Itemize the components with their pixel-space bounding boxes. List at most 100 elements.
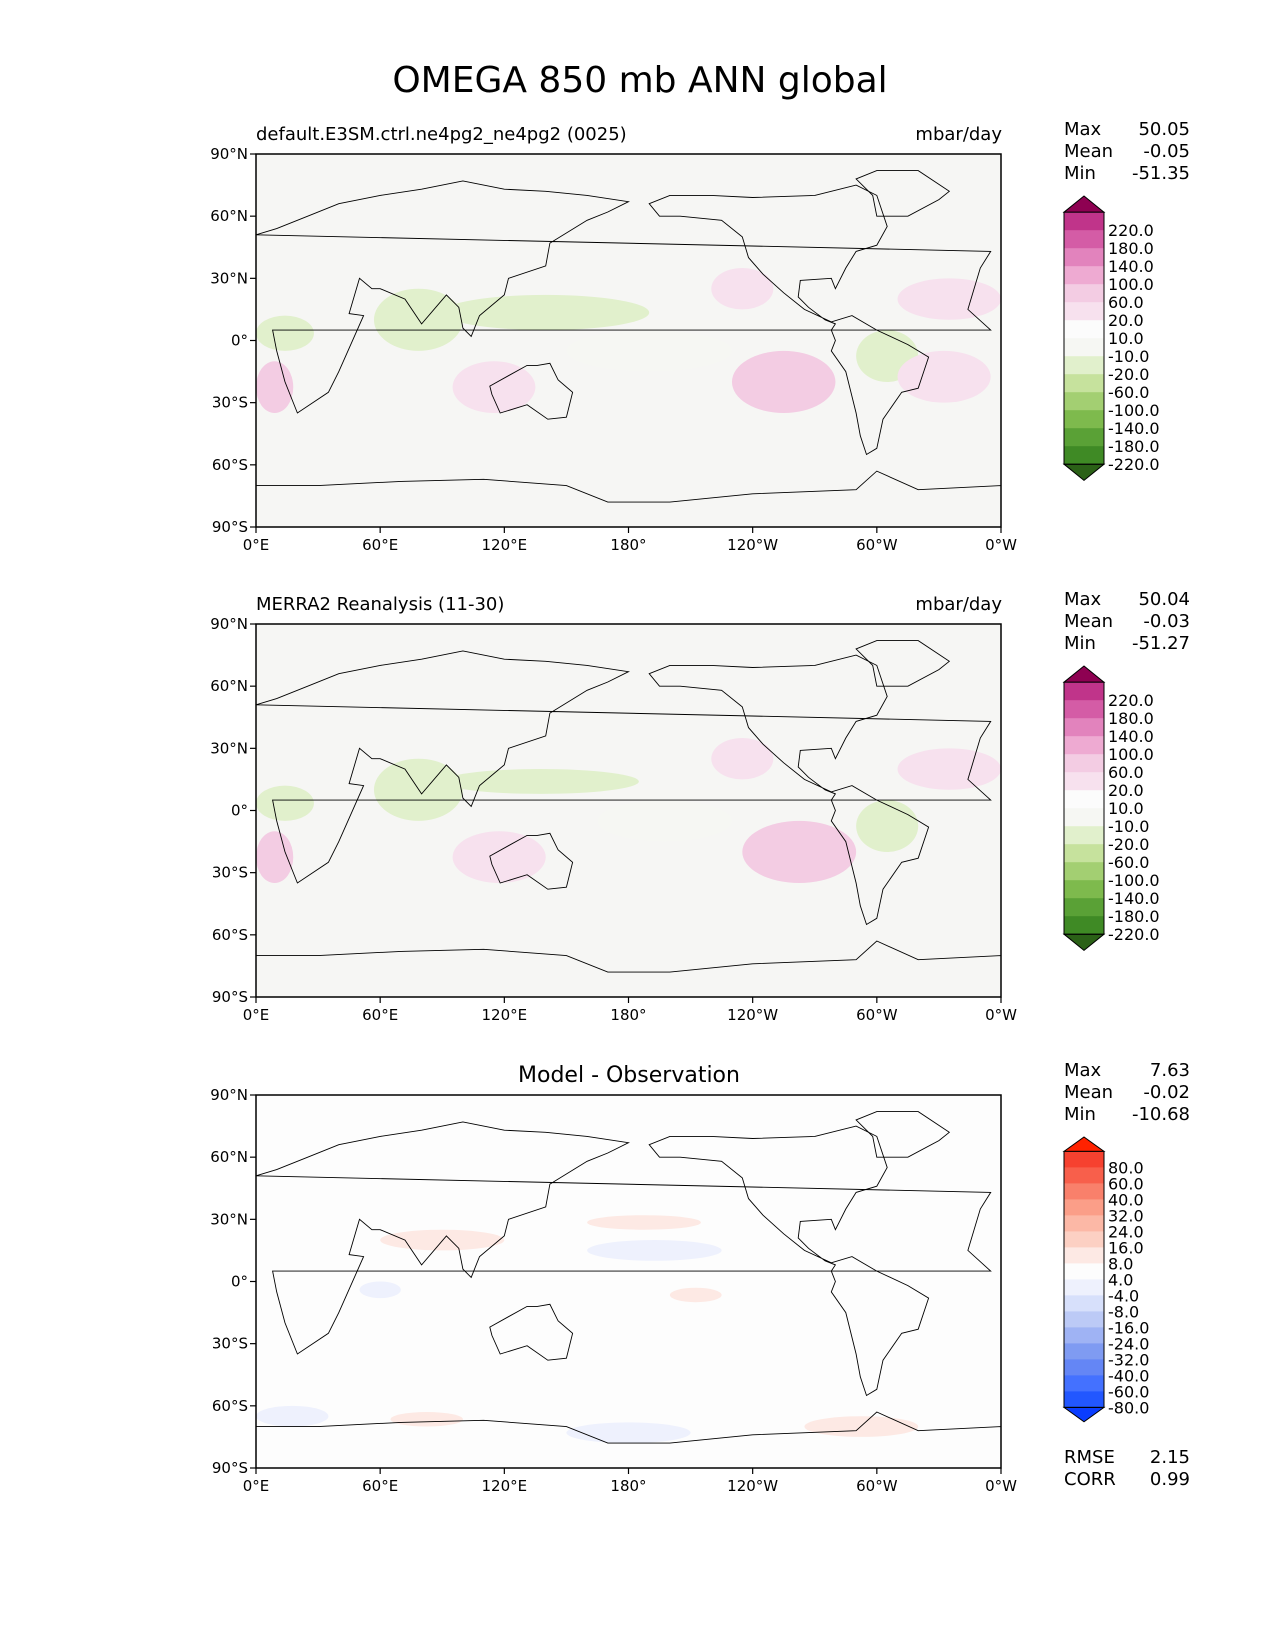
colorbar-segment <box>1064 1263 1104 1280</box>
y-tick-label: 30°S <box>212 1335 248 1353</box>
contour-region <box>566 330 732 372</box>
contour-region <box>256 1405 329 1427</box>
metric-value: 0.99 <box>1150 1469 1190 1490</box>
colorbar-segment <box>1064 808 1104 827</box>
y-tick-label: 0° <box>231 1273 248 1291</box>
contour-region <box>731 350 836 414</box>
x-tick-label: 180° <box>610 1006 646 1024</box>
colorbar-extend-max <box>1062 1136 1106 1152</box>
colorbar-tick-label: -180.0 <box>1108 907 1160 926</box>
y-tick-label: 90°N <box>210 145 248 163</box>
colorbar-tick-label: -60.0 <box>1108 383 1149 402</box>
colorbar-tick-label: 80.0 <box>1108 1158 1144 1177</box>
contour-region <box>256 831 294 884</box>
contour-region <box>856 800 919 852</box>
colorbar-segment <box>1064 1343 1104 1360</box>
colorbar-tick-label: 220.0 <box>1108 691 1154 710</box>
y-tick-label: 60°S <box>212 456 248 474</box>
colorbar-tick-label: -60.0 <box>1108 853 1149 872</box>
colorbar-segment <box>1064 844 1104 863</box>
x-tick-label: 60°E <box>362 1006 398 1024</box>
colorbar-segment <box>1064 320 1104 339</box>
y-tick-label: 90°N <box>210 1086 248 1104</box>
panel-diff-title: Model - Observation <box>518 1063 740 1088</box>
colorbar-segment <box>1064 898 1104 917</box>
stat-value: 50.04 <box>1138 589 1190 610</box>
contour-region <box>380 1229 505 1251</box>
colorbar-extend-max <box>1062 665 1106 683</box>
y-tick-label: 90°S <box>212 518 248 536</box>
y-tick-label: 0° <box>231 332 248 350</box>
x-tick-label: 60°W <box>856 536 898 554</box>
panel-ref-stats: Max 50.04 Mean -0.03 Min -51.27 <box>1064 589 1190 654</box>
stat-value: -51.27 <box>1132 633 1190 654</box>
panel-test-map: 0°E 60°E 120°E 180° 120°W 60°W 0°W 90°N 60°N 30°N… <box>210 145 1017 554</box>
panel-test: default.E3SM.ctrl.ne4pg2_ne4pg2 (0025) m… <box>210 119 1190 554</box>
x-tick-label: 120°E <box>482 1477 528 1495</box>
contour-region <box>390 1412 463 1427</box>
colorbar-tick-label: -10.0 <box>1108 347 1149 366</box>
contour-region <box>897 748 1002 790</box>
colorbar-segment <box>1064 1311 1104 1328</box>
contour-region <box>452 361 536 414</box>
y-tick-label: 0° <box>231 802 248 820</box>
colorbar-segment <box>1064 212 1104 231</box>
colorbar-tick-label: 24.0 <box>1108 1222 1144 1241</box>
y-tick-label: 30°N <box>210 269 248 287</box>
colorbar-tick-label: -32.0 <box>1108 1350 1149 1369</box>
colorbar-tick-label: 180.0 <box>1108 239 1154 258</box>
stat-label: Mean <box>1064 141 1113 162</box>
stat-label: Min <box>1064 163 1096 184</box>
stat-value: -0.05 <box>1143 141 1190 162</box>
coastline <box>255 1121 992 1355</box>
panel-diff-map: 0°E 60°E 120°E 180° 120°W 60°W 0°W 90°N 60°N 30°N… <box>210 1086 1017 1495</box>
contour-region <box>711 267 774 310</box>
stat-value: 7.63 <box>1150 1060 1190 1081</box>
contour-region <box>897 350 991 403</box>
panel-diff: Model - Observation 0°E 60°E 120°E 180° 120°… <box>210 1060 1190 1495</box>
panel-test-title-left: default.E3SM.ctrl.ne4pg2_ne4pg2 (0025) <box>256 124 627 145</box>
colorbar-segment <box>1064 392 1104 411</box>
colorbar-frame <box>1063 681 1105 935</box>
y-tick-label: 30°N <box>210 739 248 757</box>
coastline <box>255 470 1002 528</box>
stat-label: Min <box>1064 1104 1096 1125</box>
colorbar-tick-label: -100.0 <box>1108 871 1160 890</box>
colorbar-extend-min <box>1062 1406 1106 1423</box>
contour-region <box>897 278 1002 320</box>
coastline <box>648 654 930 926</box>
colorbar-segment <box>1064 446 1104 465</box>
colorbar-tick-label: -20.0 <box>1108 835 1149 854</box>
colorbar-segment <box>1064 1391 1104 1408</box>
colorbar-segment <box>1064 1167 1104 1184</box>
contour-region <box>452 831 546 884</box>
panel-ref-title-left: MERRA2 Reanalysis (11-30) <box>256 594 504 615</box>
colorbar-tick-label: -140.0 <box>1108 419 1160 438</box>
contour-region <box>587 1215 701 1230</box>
stat-value: -10.68 <box>1132 1104 1190 1125</box>
coastline <box>855 640 951 687</box>
colorbar-tick-label: 32.0 <box>1108 1206 1144 1225</box>
colorbar-tick-label: -140.0 <box>1108 889 1160 908</box>
colorbar-tick-label: 10.0 <box>1108 799 1144 818</box>
colorbar-segment <box>1064 338 1104 357</box>
colorbar-segment <box>1064 700 1104 719</box>
contour-region <box>669 1287 722 1303</box>
colorbar-segment <box>1064 916 1104 935</box>
contour-region <box>256 785 314 821</box>
y-tick-label: 90°S <box>212 988 248 1006</box>
y-tick-label: 60°N <box>210 677 248 695</box>
contour-region <box>359 1281 401 1299</box>
colorbar-tick-label: -220.0 <box>1108 925 1160 944</box>
y-tick-label: 60°S <box>212 926 248 944</box>
contour-region <box>256 315 314 351</box>
stat-label: Mean <box>1064 611 1113 632</box>
contour-region <box>742 820 857 884</box>
colorbar-segment <box>1064 248 1104 267</box>
colorbar-segment <box>1064 1231 1104 1248</box>
panel-test-stats: Max 50.05 Mean -0.05 Min -51.35 <box>1064 119 1190 184</box>
metric-label: RMSE <box>1064 1447 1115 1468</box>
coastline <box>255 940 1002 998</box>
panel-diff-colorbar: 80.060.040.032.024.016.08.04.0-4.0-8.0-1… <box>1062 1136 1149 1423</box>
